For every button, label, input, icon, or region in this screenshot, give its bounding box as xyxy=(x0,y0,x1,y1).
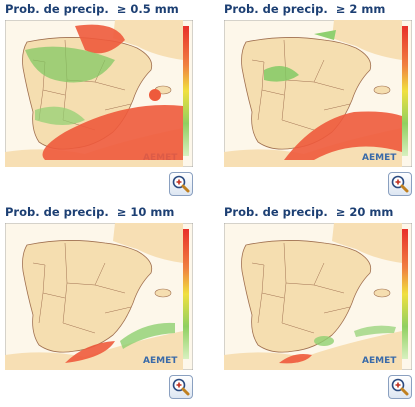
map xyxy=(224,20,412,167)
panel: Prob. de precip. ≥ 20 mm xyxy=(222,205,415,405)
zoom-icon xyxy=(172,175,190,193)
zoom-icon xyxy=(391,378,409,396)
panel: Prob. de precip. ≥ 2 mm xyxy=(222,2,415,202)
map xyxy=(5,223,193,370)
panel-title: Prob. de precip. ≥ 0.5 mm xyxy=(5,2,179,16)
map xyxy=(224,223,412,370)
panel: Prob. de precip. ≥ 0.5 mm xyxy=(3,2,203,202)
panel: Prob. de precip. ≥ 10 mm xyxy=(3,205,203,405)
zoom-icon xyxy=(391,175,409,193)
panel-title: Prob. de precip. ≥ 2 mm xyxy=(224,2,386,16)
zoom-icon xyxy=(172,378,190,396)
zoom-button[interactable] xyxy=(169,375,193,399)
zoom-button[interactable] xyxy=(388,375,412,399)
zoom-button[interactable] xyxy=(388,172,412,196)
panel-title: Prob. de precip. ≥ 10 mm xyxy=(5,205,175,219)
map xyxy=(5,20,193,167)
panel-title: Prob. de precip. ≥ 20 mm xyxy=(224,205,394,219)
zoom-button[interactable] xyxy=(169,172,193,196)
